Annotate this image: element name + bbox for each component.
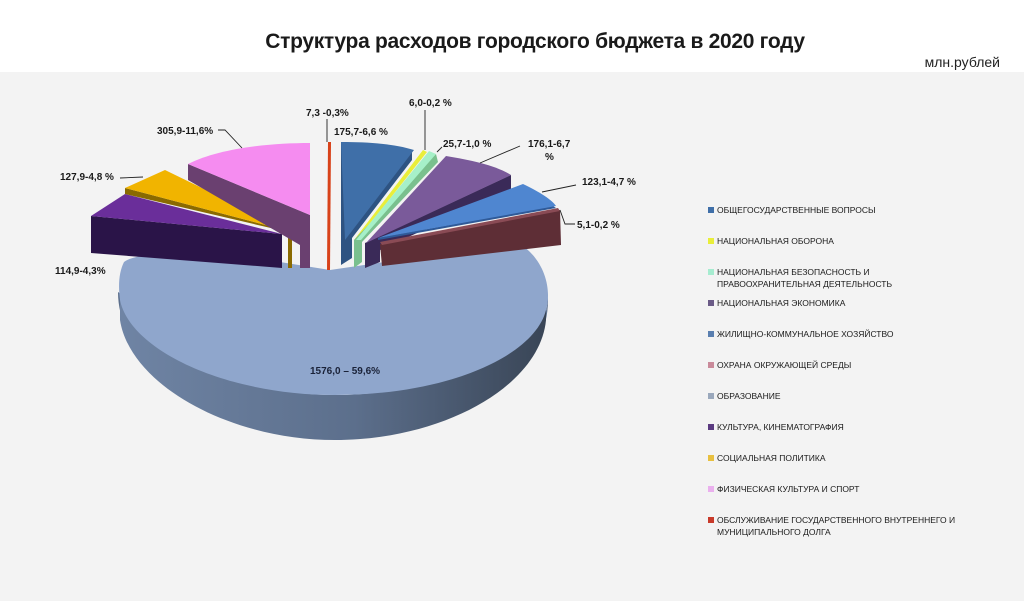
slice-culture-side[interactable] <box>91 216 282 268</box>
chart-title: Структура расходов городского бюджета в … <box>265 30 805 53</box>
label-debt: 7,3 -0,3% <box>306 108 349 119</box>
slice-economy-top[interactable] <box>366 156 511 243</box>
legend-swatch <box>708 331 714 337</box>
slice-environment-side[interactable] <box>380 210 561 266</box>
legend-swatch <box>708 238 714 244</box>
legend-item: НАЦИОНАЛЬНАЯ БЕЗОПАСНОСТЬ И ПРАВООХРАНИТ… <box>708 266 968 290</box>
legend-swatch <box>708 393 714 399</box>
label-economy-pct: % <box>545 152 554 163</box>
slice-culture-top[interactable] <box>91 194 282 234</box>
slice-social-side[interactable] <box>125 188 292 268</box>
label-general: 175,7-6,6 % <box>334 127 388 138</box>
leader-lines <box>119 110 577 225</box>
label-security: 25,7-1,0 % <box>443 139 491 150</box>
slice-sport-side[interactable] <box>188 164 310 268</box>
label-defense: 6,0-0,2 % <box>409 98 452 109</box>
slice-security-side[interactable] <box>354 154 438 268</box>
legend-item: ЖИЛИЩНО-КОММУНАЛЬНОЕ ХОЗЯЙСТВО <box>708 328 894 340</box>
legend-swatch <box>708 517 714 523</box>
pie-chart: 305,9-11,6% 127,9-4,8 % 114,9-4,3% 7,3 -… <box>55 98 636 440</box>
legend-item: ОХРАНА ОКРУЖАЮЩЕЙ СРЕДЫ <box>708 359 851 371</box>
slice-education-wall <box>120 290 546 440</box>
slice-environment-top[interactable] <box>380 208 560 245</box>
slice-security-top[interactable] <box>356 151 436 240</box>
legend-swatch <box>708 455 714 461</box>
units-label: млн.рублей <box>924 54 1000 70</box>
label-education: 1576,0 – 59,6% <box>310 366 380 377</box>
legend-swatch <box>708 269 714 275</box>
legend-swatch <box>708 486 714 492</box>
legend-item: НАЦИОНАЛЬНАЯ ЭКОНОМИКА <box>708 297 845 309</box>
legend-item: ОБСЛУЖИВАНИЕ ГОСУДАРСТВЕННОГО ВНУТРЕННЕГ… <box>708 514 958 538</box>
legend-swatch <box>708 207 714 213</box>
legend-item: ОБРАЗОВАНИЕ <box>708 390 781 402</box>
slice-housing-top[interactable] <box>378 184 556 238</box>
legend-item: ОБЩЕГОСУДАРСТВЕННЫЕ ВОПРОСЫ <box>708 204 876 216</box>
label-social: 127,9-4,8 % <box>60 172 114 183</box>
legend-swatch <box>708 362 714 368</box>
legend-item: ФИЗИЧЕСКАЯ КУЛЬТУРА И СПОРТ <box>708 483 859 495</box>
slice-housing-side[interactable] <box>378 206 556 240</box>
slice-debt[interactable] <box>327 142 331 270</box>
legend-item: КУЛЬТУРА, КИНЕМАТОГРАФИЯ <box>708 421 844 433</box>
legend-item: НАЦИОНАЛЬНАЯ ОБОРОНА <box>708 235 834 247</box>
slice-sport-top[interactable] <box>188 143 310 215</box>
label-housing: 123,1-4,7 % <box>582 177 636 188</box>
legend-swatch <box>708 300 714 306</box>
label-environment: 5,1-0,2 % <box>577 220 620 231</box>
slice-general-top[interactable] <box>341 142 414 240</box>
slice-social-top[interactable] <box>125 170 292 232</box>
chart-panel: 305,9-11,6% 127,9-4,8 % 114,9-4,3% 7,3 -… <box>0 72 1024 601</box>
slice-defense[interactable] <box>354 150 427 240</box>
label-sport: 305,9-11,6% <box>157 126 213 137</box>
label-economy: 176,1-6,7 <box>528 139 571 150</box>
legend-item: СОЦИАЛЬНАЯ ПОЛИТИКА <box>708 452 826 464</box>
label-culture: 114,9-4,3% <box>55 266 106 277</box>
slice-education-top[interactable] <box>119 243 549 395</box>
legend-swatch <box>708 424 714 430</box>
